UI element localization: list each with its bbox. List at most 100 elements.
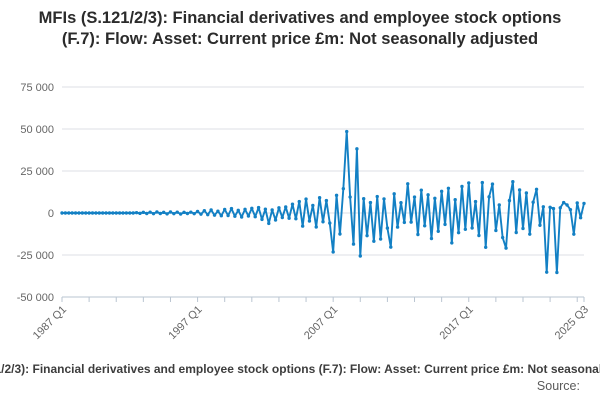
data-point-marker	[345, 129, 349, 134]
source-label: Source:	[536, 379, 580, 393]
data-point-marker	[497, 203, 501, 207]
chart-title: MFIs (S.121/2/3): Financial derivatives …	[38, 9, 562, 48]
data-point-marker	[304, 197, 308, 201]
data-point-marker	[233, 214, 237, 218]
data-point-marker	[195, 209, 200, 214]
data-point-marker	[87, 211, 91, 215]
data-point-marker	[290, 202, 295, 206]
data-point-marker	[121, 211, 125, 215]
data-point-marker	[402, 220, 407, 225]
y-tick-label: 0	[48, 208, 54, 220]
data-point-marker	[385, 226, 390, 230]
data-point-marker	[368, 200, 373, 205]
data-point-marker	[239, 215, 244, 219]
data-point-marker	[555, 270, 559, 275]
data-point-marker	[412, 195, 417, 199]
data-point-marker	[216, 209, 220, 213]
data-point-marker	[77, 211, 81, 215]
data-point-marker	[185, 211, 190, 216]
data-point-marker	[511, 180, 515, 184]
y-tick-label: 75 000	[20, 82, 54, 94]
data-point-marker	[446, 186, 451, 190]
data-point-marker	[155, 210, 159, 214]
data-point-marker	[399, 201, 403, 205]
data-point-marker	[534, 187, 539, 192]
y-tick-label: -25 000	[17, 250, 54, 262]
data-point-marker	[355, 147, 359, 151]
data-point-marker	[348, 195, 352, 199]
data-point-marker	[219, 213, 224, 218]
data-point-marker	[124, 211, 129, 215]
data-point-marker	[484, 245, 488, 249]
data-point-marker	[514, 230, 518, 235]
data-point-marker	[372, 239, 376, 243]
data-point-marker	[575, 201, 579, 205]
data-point-marker	[375, 194, 379, 199]
data-point-marker	[97, 211, 101, 215]
data-point-marker	[100, 211, 105, 215]
data-point-marker	[389, 245, 393, 249]
data-point-marker	[419, 188, 423, 192]
data-point-marker	[182, 210, 186, 215]
data-point-marker	[260, 217, 264, 222]
data-point-marker	[236, 208, 240, 213]
series-line	[61, 130, 585, 274]
data-point-marker	[297, 199, 301, 204]
data-point-marker	[280, 215, 285, 220]
data-point-marker	[209, 208, 213, 212]
data-point-marker	[63, 211, 68, 215]
data-point-marker	[321, 220, 325, 224]
data-point-marker	[494, 228, 498, 233]
data-point-marker	[168, 210, 173, 214]
data-point-marker	[67, 211, 71, 215]
data-point-marker	[456, 230, 461, 235]
data-point-marker	[426, 193, 430, 197]
data-point-marker	[134, 210, 139, 215]
data-point-marker	[490, 182, 495, 186]
data-point-marker	[158, 211, 162, 216]
data-point-marker	[568, 207, 573, 212]
x-tick-label: 2017 Q1	[438, 304, 476, 342]
data-point-marker	[165, 212, 169, 216]
data-point-marker	[273, 218, 278, 222]
data-point-marker	[324, 198, 329, 203]
data-point-marker	[439, 189, 444, 194]
data-point-marker	[436, 229, 440, 234]
data-point-marker	[141, 210, 146, 215]
data-point-marker	[226, 213, 230, 218]
data-point-marker	[287, 216, 291, 220]
data-point-marker	[294, 217, 298, 221]
data-point-marker	[433, 196, 437, 201]
data-point-marker	[473, 199, 478, 204]
data-point-marker	[517, 188, 522, 192]
data-point-marker	[480, 180, 485, 185]
y-tick-label: -50 000	[17, 292, 54, 304]
data-point-marker	[545, 270, 549, 274]
data-point-marker	[138, 211, 142, 216]
data-point-marker	[107, 211, 112, 215]
data-point-marker	[117, 211, 122, 215]
data-point-marker	[351, 242, 356, 246]
data-point-marker	[70, 211, 74, 215]
data-point-marker	[270, 208, 274, 212]
data-point-marker	[392, 192, 396, 196]
data-point-marker	[422, 224, 427, 228]
data-point-marker	[477, 233, 481, 238]
data-point-marker	[538, 223, 542, 227]
data-point-marker	[90, 211, 95, 215]
data-point-marker	[300, 224, 305, 228]
data-point-marker	[378, 237, 383, 241]
data-point-marker	[548, 205, 552, 209]
data-point-marker	[541, 205, 546, 209]
data-point-marker	[450, 241, 454, 245]
data-point-marker	[317, 196, 322, 200]
data-point-marker	[172, 211, 176, 216]
data-point-marker	[582, 201, 586, 206]
data-point-marker	[558, 206, 562, 210]
data-point-marker	[199, 212, 203, 216]
data-point-marker	[229, 206, 234, 211]
data-point-marker	[223, 207, 227, 212]
data-point-marker	[94, 211, 98, 215]
